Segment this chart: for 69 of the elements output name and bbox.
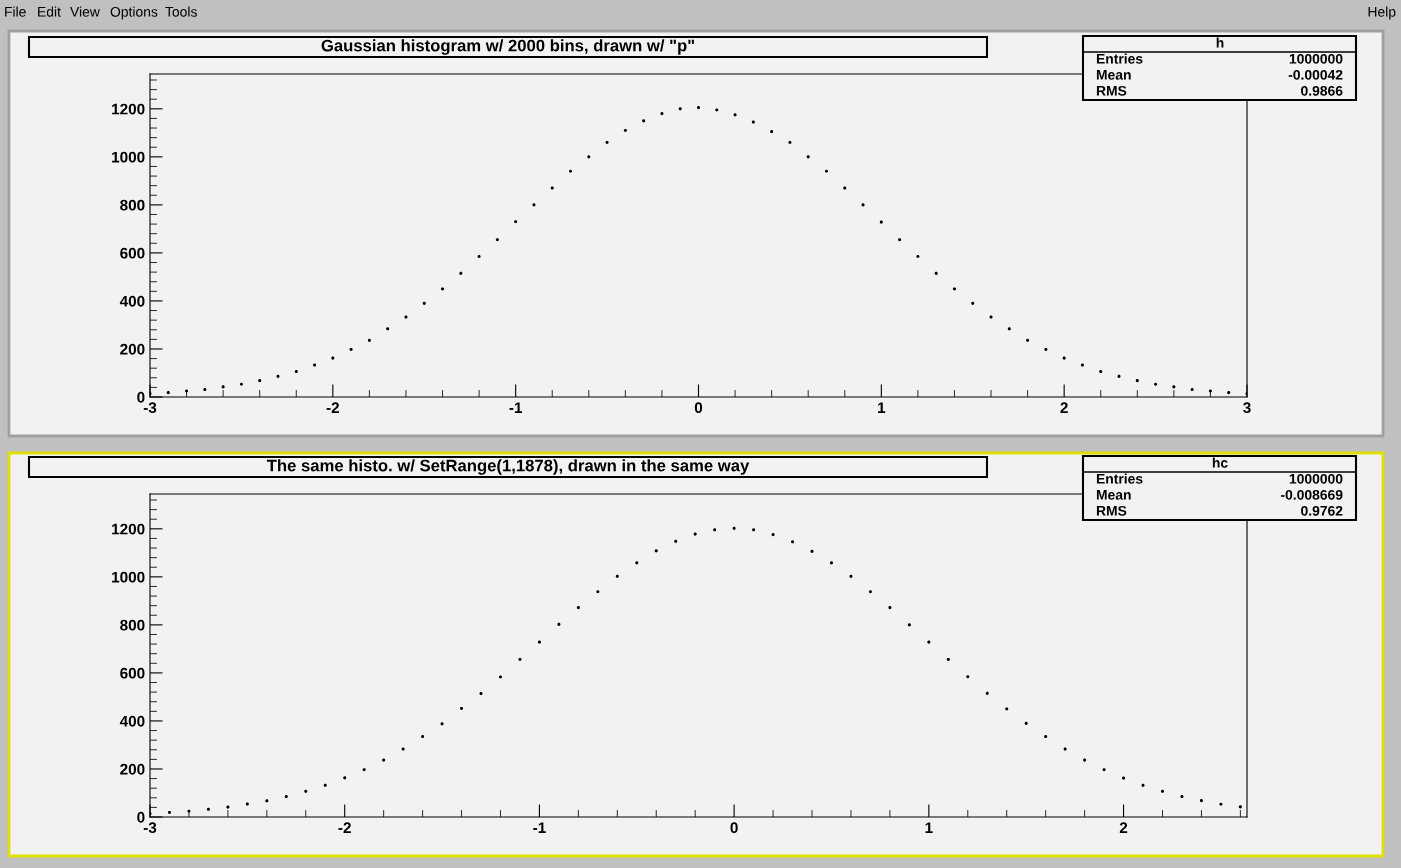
point bbox=[284, 795, 288, 799]
x-tick-label: -1 bbox=[533, 822, 546, 833]
point bbox=[304, 789, 308, 793]
text: -0.00042 bbox=[1288, 69, 1343, 80]
x-tick-label: 2 bbox=[1060, 402, 1068, 413]
point bbox=[323, 783, 327, 787]
point bbox=[167, 810, 172, 814]
text: View bbox=[70, 6, 100, 17]
x-tick-label: -2 bbox=[326, 402, 340, 413]
y-tick-label: 200 bbox=[120, 763, 145, 775]
text: 1000000 bbox=[1289, 53, 1343, 64]
y-tick-label: 400 bbox=[119, 715, 145, 727]
annotation: RMS bbox=[1096, 85, 1127, 96]
x-tick-label: 0 bbox=[694, 402, 703, 414]
x-tick-label: -2 bbox=[338, 822, 351, 833]
text: Edit bbox=[38, 6, 61, 17]
y-tick-label: 600 bbox=[120, 667, 145, 679]
x-tick-label: 1 bbox=[925, 822, 933, 833]
point bbox=[966, 675, 970, 679]
point bbox=[245, 802, 249, 806]
text: Entries bbox=[1096, 53, 1143, 64]
annotation: Mean bbox=[1096, 70, 1131, 80]
point bbox=[810, 549, 814, 553]
point bbox=[421, 735, 425, 739]
x-tick-label: -3 bbox=[143, 402, 157, 414]
y-tick-label: 0 bbox=[137, 391, 145, 403]
x-tick-label: 3 bbox=[1243, 402, 1251, 414]
point bbox=[459, 706, 464, 711]
text: -0.008669 bbox=[1280, 489, 1343, 500]
point bbox=[576, 606, 580, 610]
point bbox=[1044, 735, 1048, 739]
text: Help bbox=[1368, 6, 1396, 20]
x-tick-label: 1 bbox=[878, 402, 886, 413]
point bbox=[498, 675, 503, 679]
x-tick-label: -1 bbox=[509, 402, 523, 413]
point bbox=[615, 574, 619, 578]
text: 0.9866 bbox=[1301, 85, 1343, 96]
annotation: Mean bbox=[1096, 490, 1131, 500]
point bbox=[985, 691, 989, 695]
text: 1000000 bbox=[1289, 473, 1343, 484]
y-tick-label: 200 bbox=[120, 343, 145, 355]
text: Entries bbox=[1096, 473, 1143, 484]
y-tick-label: 1200 bbox=[112, 103, 145, 115]
y-tick-label: 400 bbox=[119, 295, 145, 307]
point bbox=[479, 692, 483, 696]
x-tick-label: 0 bbox=[730, 822, 738, 834]
text: 0.9762 bbox=[1301, 505, 1343, 516]
y-tick-label: 1200 bbox=[112, 523, 145, 535]
y-tick-label: 600 bbox=[120, 247, 145, 259]
text: h bbox=[1216, 37, 1224, 48]
text: Tools bbox=[165, 6, 197, 17]
y-tick-label: 800 bbox=[120, 199, 145, 211]
chart-title: Gaussian histogram w/ 2000 bins, drawn w/ "p" bbox=[321, 39, 695, 55]
point bbox=[674, 539, 678, 543]
text: hc bbox=[1212, 457, 1228, 468]
y-tick-label: 1000 bbox=[112, 571, 145, 583]
text: Options bbox=[110, 6, 158, 20]
point bbox=[226, 805, 230, 809]
y-tick-label: 1000 bbox=[112, 151, 145, 163]
point bbox=[206, 807, 210, 811]
annotation: RMS bbox=[1096, 505, 1127, 516]
point bbox=[927, 640, 931, 644]
y-tick-label: 0 bbox=[137, 811, 145, 823]
text: File bbox=[5, 6, 26, 17]
y-tick-label: 800 bbox=[120, 619, 145, 631]
chart-title: The same histo. w/ SetRange(1,1878), drawn in the same way bbox=[266, 459, 750, 475]
x-tick-label: -3 bbox=[143, 822, 157, 834]
x-tick-label: 2 bbox=[1119, 822, 1128, 833]
point bbox=[1199, 799, 1203, 803]
